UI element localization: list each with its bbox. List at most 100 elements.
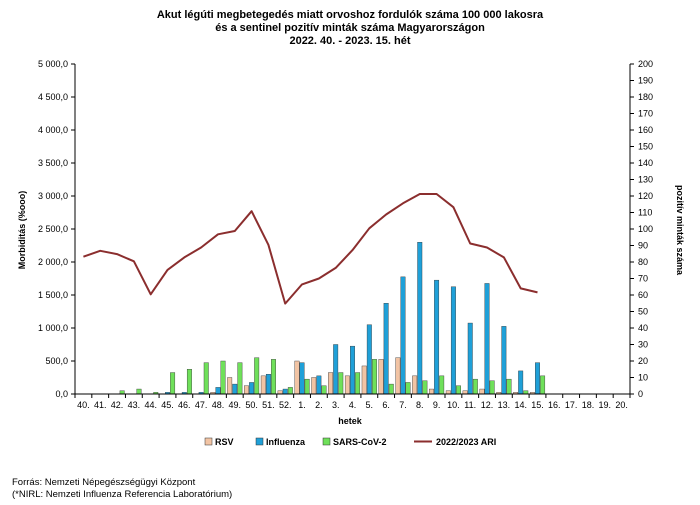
x-axis-title: hetek	[338, 416, 363, 426]
bar-sars-cov-2	[220, 360, 226, 395]
left-axis-ticks: 0,0 500,0 1 000,0 1 500,0 2 000,0 2 500,0 3 00…	[38, 59, 75, 399]
bar-sars-cov-2	[254, 357, 260, 395]
y2-tick-label: 20	[638, 356, 648, 366]
legend: RSV Influenza SARS-CoV-2 2022/2023 ARI	[204, 437, 496, 447]
bar-influenza	[518, 370, 524, 395]
y2-tick-label: 90	[638, 241, 648, 251]
x-tick-label: 48.	[212, 400, 225, 410]
x-tick-label: 13.	[498, 400, 511, 410]
bar-sars-cov-2	[271, 359, 276, 395]
x-tick-label: 46.	[178, 400, 191, 410]
x-tick-label: 42.	[111, 400, 124, 410]
y-tick-label: 1 500,0	[38, 290, 68, 300]
x-tick-label: 12.	[481, 400, 494, 410]
bar-rsv	[479, 388, 485, 395]
y-tick-label: 4 000,0	[38, 125, 68, 135]
chart-title-line-2: és a sentinel pozitív minták száma Magya…	[215, 22, 485, 34]
bar-sars-cov-2	[489, 380, 495, 395]
bar-sars-cov-2	[304, 378, 310, 395]
x-tick-label: 17.	[565, 400, 578, 410]
bar-influenza	[350, 345, 355, 395]
legend-label: 2022/2023 ARI	[436, 437, 496, 447]
chart-title-line-3: 2022. 40. - 2023. 15. hét	[289, 35, 411, 47]
y2-tick-label: 0	[638, 389, 643, 399]
bar-influenza	[450, 286, 456, 395]
x-tick-label: 4.	[349, 400, 357, 410]
y-tick-label: 5 000,0	[38, 59, 68, 69]
y2-tick-label: 140	[638, 158, 653, 168]
x-tick-label: 2.	[315, 400, 323, 410]
footer-note: (*NIRL: Nemzeti Influenza Referencia Lab…	[12, 489, 233, 500]
y-tick-label: 3 500,0	[38, 158, 68, 168]
y2-tick-label: 110	[638, 208, 652, 218]
x-tick-label: 18.	[582, 400, 595, 410]
x-tick-label: 52.	[279, 400, 292, 410]
legend-label: Influenza	[266, 437, 306, 447]
bar-sars-cov-2	[405, 382, 411, 395]
y-axis-title: Morbiditás (%ooo)	[17, 191, 27, 270]
x-tick-label: 40.	[77, 400, 90, 410]
x-tick-label: 50.	[245, 400, 258, 410]
y-tick-label: 500,0	[45, 356, 68, 366]
bar-sars-cov-2	[388, 383, 394, 395]
y-tick-label: 0,0	[55, 389, 68, 399]
legend-swatch	[322, 437, 331, 446]
x-tick-label: 19.	[599, 400, 612, 410]
x-tick-label: 15.	[531, 400, 544, 410]
bar-sars-cov-2	[203, 362, 209, 395]
bar-influenza	[484, 283, 490, 395]
x-tick-label: 10.	[447, 400, 460, 410]
y-tick-label: 3 000,0	[38, 191, 68, 201]
bar-rsv	[378, 359, 384, 395]
bar-sars-cov-2	[456, 385, 461, 395]
bar-influenza	[417, 241, 423, 395]
bar-sars-cov-2	[338, 372, 344, 395]
line-series	[83, 193, 538, 305]
bar-sars-cov-2	[136, 388, 142, 395]
x-axis-ticks: 40. 41. 42. 43. 44. 45. 46. 47. 48. 49. 50. 51. 52. 1…	[74, 394, 631, 410]
bar-rsv	[395, 357, 401, 395]
y2-tick-label: 170	[638, 109, 653, 119]
y-tick-label: 2 500,0	[38, 224, 68, 234]
y-tick-label: 4 500,0	[38, 92, 68, 102]
x-tick-label: 16.	[548, 400, 561, 410]
bar-influenza	[249, 382, 255, 395]
bar-sars-cov-2	[237, 362, 243, 395]
x-tick-label: 51.	[262, 400, 275, 410]
y2-tick-label: 180	[638, 92, 653, 102]
bar-influenza	[265, 374, 271, 395]
bar-sars-cov-2	[506, 378, 512, 395]
y2-tick-label: 30	[638, 340, 648, 350]
bar-influenza	[366, 324, 372, 395]
bar-rsv	[260, 375, 266, 395]
y2-axis-title: pozitív minták száma	[675, 185, 685, 276]
bar-rsv	[294, 360, 300, 395]
x-tick-label: 20.	[615, 400, 628, 410]
bar-influenza	[501, 326, 507, 395]
bar-sars-cov-2	[472, 378, 478, 395]
bar-influenza	[232, 383, 238, 395]
bar-rsv	[344, 375, 350, 395]
x-tick-label: 11.	[464, 400, 476, 410]
bar-sars-cov-2	[540, 375, 546, 395]
bar-sars-cov-2	[355, 372, 361, 395]
bar-influenza	[333, 344, 339, 395]
bar-rsv	[412, 375, 418, 395]
y2-tick-label: 60	[638, 290, 648, 300]
x-tick-label: 5.	[366, 400, 374, 410]
x-tick-label: 41.	[94, 400, 107, 410]
y2-tick-label: 70	[638, 274, 648, 284]
y2-tick-label: 200	[638, 59, 653, 69]
bar-influenza	[400, 276, 406, 395]
bar-sars-cov-2	[186, 369, 192, 395]
y2-tick-label: 50	[638, 307, 648, 317]
ari-line	[83, 193, 538, 305]
bar-rsv	[311, 377, 317, 395]
bar-influenza	[434, 279, 440, 395]
legend-label: SARS-CoV-2	[333, 437, 387, 447]
x-tick-label: 47.	[195, 400, 208, 410]
chart-title-line-1: Akut légúti megbetegedés miatt orvoshoz …	[156, 9, 544, 21]
y2-tick-label: 160	[638, 125, 653, 135]
bar-rsv	[244, 385, 249, 395]
